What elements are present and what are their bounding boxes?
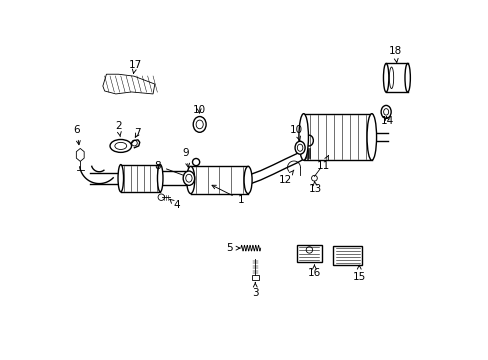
Ellipse shape xyxy=(404,63,409,92)
Circle shape xyxy=(192,158,199,166)
Circle shape xyxy=(311,175,317,181)
Text: 4: 4 xyxy=(169,199,179,210)
Text: 7: 7 xyxy=(134,129,141,138)
Text: 12: 12 xyxy=(279,170,293,185)
Ellipse shape xyxy=(157,165,163,192)
Ellipse shape xyxy=(298,114,308,160)
Ellipse shape xyxy=(304,135,313,146)
Text: 3: 3 xyxy=(251,282,258,298)
Text: 13: 13 xyxy=(308,181,322,194)
Ellipse shape xyxy=(297,144,302,151)
Ellipse shape xyxy=(383,63,388,92)
Ellipse shape xyxy=(196,120,203,129)
Text: 9: 9 xyxy=(183,148,189,167)
Ellipse shape xyxy=(380,105,390,118)
Ellipse shape xyxy=(294,141,305,154)
Ellipse shape xyxy=(388,67,393,89)
Text: 2: 2 xyxy=(115,121,122,137)
Text: 10: 10 xyxy=(289,125,303,140)
Ellipse shape xyxy=(193,117,206,132)
Text: 1: 1 xyxy=(212,185,244,205)
Text: 17: 17 xyxy=(128,60,142,73)
Text: 16: 16 xyxy=(307,265,321,278)
Text: 18: 18 xyxy=(387,46,401,62)
Text: 11: 11 xyxy=(316,155,329,171)
Ellipse shape xyxy=(186,166,194,194)
Ellipse shape xyxy=(185,174,192,182)
Text: 10: 10 xyxy=(192,105,205,115)
Circle shape xyxy=(305,247,312,253)
Polygon shape xyxy=(102,74,155,94)
Circle shape xyxy=(158,194,164,201)
Bar xyxy=(251,275,258,280)
Circle shape xyxy=(131,140,137,146)
Ellipse shape xyxy=(366,114,376,160)
Text: 5: 5 xyxy=(225,243,240,253)
Ellipse shape xyxy=(115,143,126,149)
Ellipse shape xyxy=(383,109,388,115)
Text: 14: 14 xyxy=(380,116,393,126)
Bar xyxy=(297,244,321,262)
Ellipse shape xyxy=(118,165,123,192)
Polygon shape xyxy=(76,148,84,161)
Text: 6: 6 xyxy=(73,125,80,145)
Ellipse shape xyxy=(110,139,131,152)
Ellipse shape xyxy=(244,166,252,194)
Ellipse shape xyxy=(183,171,194,185)
Bar xyxy=(333,246,362,265)
Text: 15: 15 xyxy=(352,265,365,282)
Text: 8: 8 xyxy=(154,161,192,179)
